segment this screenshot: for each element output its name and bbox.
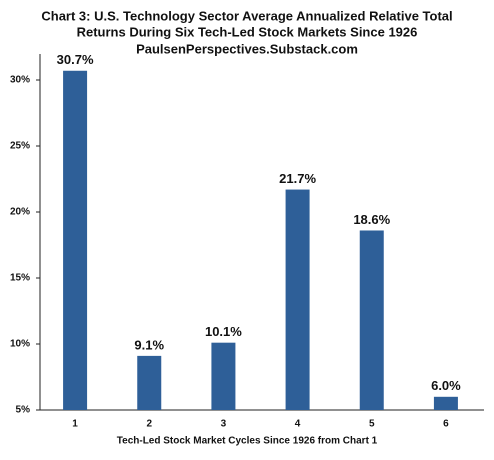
bar [285,189,310,410]
x-tick-label: 5 [369,419,375,430]
data-label: 9.1% [134,337,164,352]
chart-title: Chart 3: U.S. Technology Sector Average … [41,8,452,23]
x-axis-title: Tech-Led Stock Market Cycles Since 1926 … [117,436,378,447]
bar [63,70,88,410]
data-label: 30.7% [57,52,94,67]
y-tick-label: 30% [10,75,30,86]
bar [137,355,162,410]
data-label: 21.7% [279,171,316,186]
data-label: 6.0% [431,378,461,393]
y-tick-label: 25% [10,141,30,152]
x-tick-label: 6 [443,419,449,430]
x-tick-label: 2 [146,419,152,430]
chart-title: Returns During Six Tech-Led Stock Market… [77,24,418,39]
y-tick-label: 20% [10,207,30,218]
chart-subtitle: PaulsenPerspectives.Substack.com [136,41,358,56]
data-label: 10.1% [205,324,242,339]
y-tick-label: 10% [10,339,30,350]
y-tick-label: 5% [16,405,31,416]
y-tick-label: 15% [10,273,30,284]
x-tick-label: 4 [295,419,301,430]
bar [211,342,236,410]
x-tick-label: 3 [221,419,227,430]
x-tick-label: 1 [72,419,78,430]
bar [359,230,384,410]
bar [433,396,458,410]
data-label: 18.6% [353,212,390,227]
